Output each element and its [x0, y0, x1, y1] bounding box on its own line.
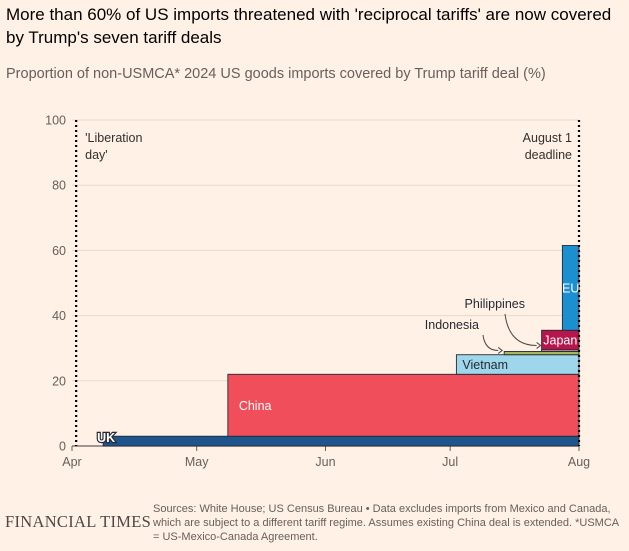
- marker-label-0-line-0: 'Liberation: [85, 131, 142, 145]
- chart-title: More than 60% of US imports threatened w…: [6, 5, 612, 47]
- label-china: China: [239, 399, 272, 413]
- label-eu: EU: [562, 281, 579, 295]
- area-indonesia: [503, 351, 580, 356]
- y-tick-label-100: 100: [45, 114, 66, 128]
- label-indonesia-arrowhead: [497, 347, 504, 354]
- area-uk: [102, 435, 580, 447]
- stacked-area-chart: 0 20 40 60 80 100 Apr May Jun Jul Aug 'Liberation da…: [45, 114, 590, 470]
- label-vietnam: Vietnam: [462, 358, 508, 372]
- x-tick-label-aug: Aug: [568, 455, 590, 469]
- label-philippines: Philippines: [465, 297, 525, 311]
- y-tick-label-20: 20: [52, 374, 66, 388]
- label-indonesia-connector: [482, 334, 499, 351]
- area-china: [227, 373, 580, 437]
- label-indonesia: Indonesia: [425, 318, 479, 332]
- area-eu: [561, 245, 580, 331]
- x-tick-label-jun: Jun: [315, 455, 335, 469]
- chart-subtitle: Proportion of non-USMCA* 2024 US goods i…: [6, 66, 546, 82]
- label-philippines-arrowhead: [536, 342, 542, 349]
- label-uk: UK: [97, 431, 115, 445]
- marker-label-0-line-1: day': [85, 148, 108, 162]
- x-tick-label-may: May: [185, 455, 209, 469]
- x-tick-label-jul: Jul: [442, 455, 458, 469]
- marker-label-1-line-0: August 1: [523, 131, 572, 145]
- label-philippines-connector: [504, 313, 537, 346]
- y-tick-label-60: 60: [52, 244, 66, 258]
- ft-logo: FINANCIAL TIMES: [5, 512, 152, 531]
- x-tick-label-apr: Apr: [62, 455, 81, 469]
- marker-label-1-line-1: deadline: [525, 148, 572, 162]
- label-japan: Japan: [543, 334, 577, 348]
- y-tick-label-80: 80: [52, 179, 66, 193]
- y-tick-label-40: 40: [52, 309, 66, 323]
- y-tick-label-0: 0: [59, 440, 66, 454]
- source-note: Sources: White House; US Census Bureau •…: [153, 503, 619, 543]
